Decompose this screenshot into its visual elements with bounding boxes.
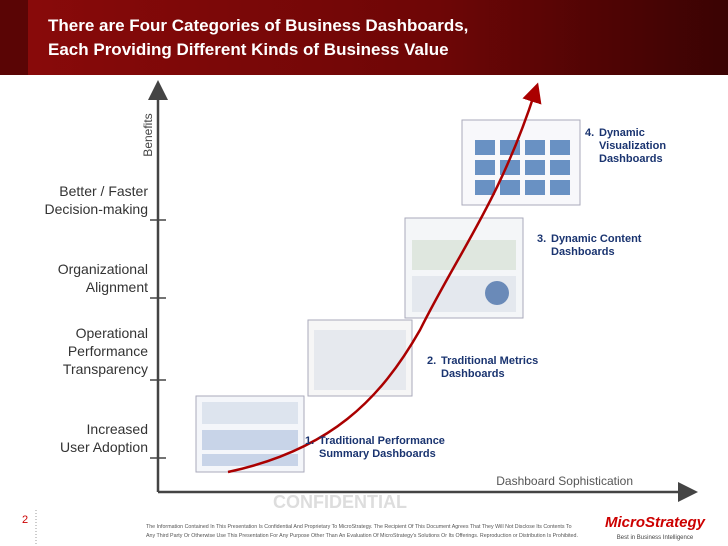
y-level-label: Operational [76, 325, 148, 341]
mini-chart [475, 160, 495, 175]
mini-chart [500, 180, 520, 195]
category-label: Dynamic Content [551, 233, 642, 245]
category-label: Dynamic [599, 127, 645, 139]
title-line: There are Four Categories of Business Da… [48, 16, 468, 35]
category-label: Traditional Performance [319, 435, 445, 447]
header-accent [0, 0, 28, 75]
y-level-label: Alignment [86, 279, 148, 295]
y-level-label: Better / Faster [59, 183, 148, 199]
category-label: Dashboards [441, 368, 505, 380]
thumbnail-content [314, 330, 406, 390]
disclaimer-line: Any Third Party Or Otherwise Use This Pr… [146, 533, 578, 539]
disclaimer-line: The Information Contained In This Presen… [146, 524, 572, 530]
thumbnail-content [202, 430, 298, 450]
y-level-label: Performance [68, 343, 148, 359]
mini-chart [525, 140, 545, 155]
y-level-label: Transparency [63, 361, 148, 377]
header-band [0, 0, 728, 75]
category-label: Traditional Metrics [441, 355, 538, 367]
thumbnail-content [202, 402, 298, 424]
y-axis-label: Benefits [141, 113, 155, 156]
y-level-label: User Adoption [60, 439, 148, 455]
logo: MicroStrategy [605, 514, 706, 531]
thumbnail-content [202, 454, 298, 466]
y-level-label: Organizational [58, 261, 148, 277]
title: There are Four Categories of Business Da… [48, 16, 468, 59]
disclaimer: The Information Contained In This Presen… [146, 524, 578, 539]
x-axis-label: Dashboard Sophistication [496, 474, 633, 488]
mini-chart [525, 180, 545, 195]
category-label: Dashboards [599, 153, 663, 165]
category-number: 3. [537, 233, 546, 245]
y-level-label: Increased [87, 421, 148, 437]
title-line: Each Providing Different Kinds of Busine… [48, 40, 449, 59]
mini-chart [550, 140, 570, 155]
y-level-label: Decision-making [45, 201, 148, 217]
mini-chart [525, 160, 545, 175]
growth-curve [227, 82, 542, 474]
category-number: 2. [427, 355, 436, 367]
thumbnail-content [475, 140, 570, 195]
thumbnail-pie [485, 281, 509, 305]
category-number: 1. [305, 435, 314, 447]
mini-chart [475, 140, 495, 155]
tagline: Best in Business Intelligence [617, 535, 694, 541]
mini-chart [550, 180, 570, 195]
category-number: 4. [585, 127, 594, 139]
mini-chart [550, 160, 570, 175]
category-label: Summary Dashboards [319, 448, 436, 460]
thumbnail-content [412, 240, 516, 270]
page-number: 2 [22, 514, 28, 526]
watermark: CONFIDENTIAL [273, 492, 407, 512]
category-label: Visualization [599, 140, 666, 152]
thumbnails [195, 119, 581, 473]
category-label: Dashboards [551, 246, 615, 258]
mini-chart [475, 180, 495, 195]
y-levels: Better / Faster Decision-making Organizati… [45, 183, 166, 459]
